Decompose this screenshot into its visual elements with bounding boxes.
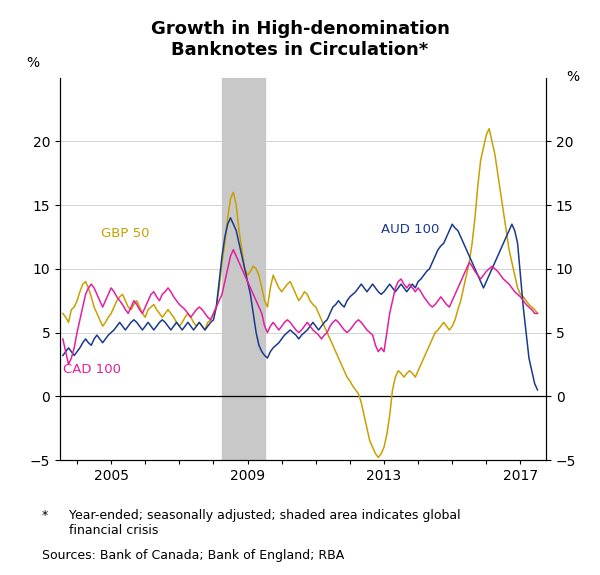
Text: Growth in High-denomination
Banknotes in Circulation*: Growth in High-denomination Banknotes in… [151, 20, 449, 59]
Text: Year-ended; seasonally adjusted; shaded area indicates global
financial crisis: Year-ended; seasonally adjusted; shaded … [69, 509, 461, 537]
Y-axis label: %: % [566, 70, 579, 84]
Text: *: * [42, 509, 48, 522]
Text: GBP 50: GBP 50 [101, 227, 149, 240]
Text: CAD 100: CAD 100 [64, 363, 121, 376]
Text: Sources: Bank of Canada; Bank of England; RBA: Sources: Bank of Canada; Bank of England… [42, 549, 344, 562]
Y-axis label: %: % [27, 56, 40, 70]
Text: AUD 100: AUD 100 [380, 223, 439, 236]
Bar [222, 78, 265, 460]
